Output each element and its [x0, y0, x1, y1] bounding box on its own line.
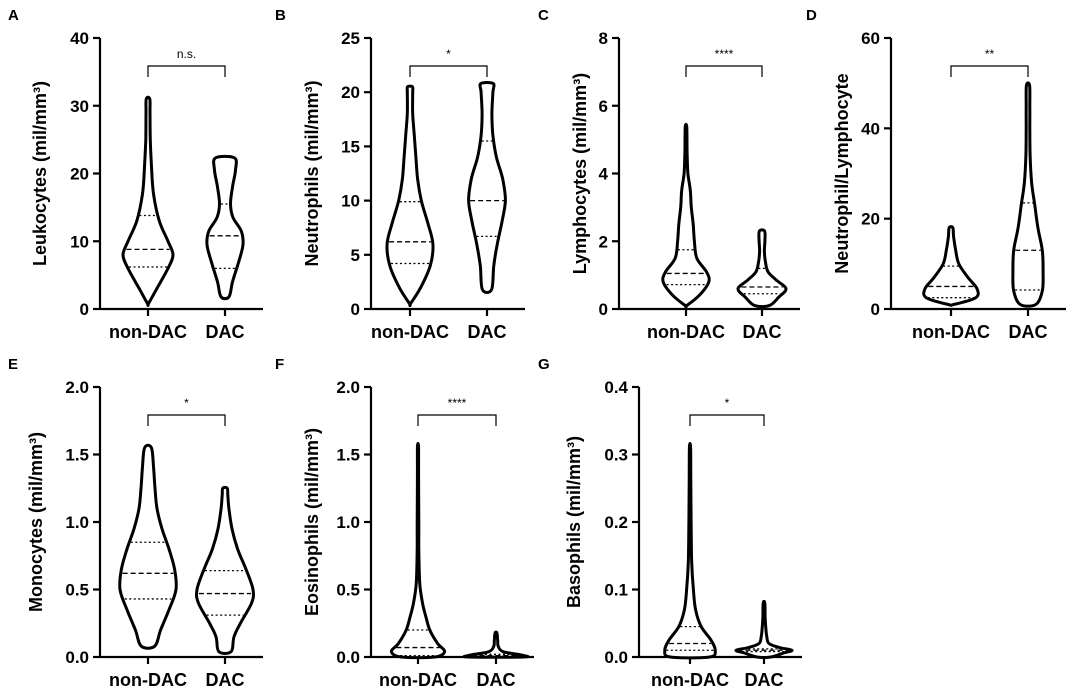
violin-non-dac [661, 122, 711, 309]
x-tick-label: DAC [745, 670, 784, 690]
significance-bracket [689, 414, 765, 426]
x-tick-label: non-DAC [109, 670, 187, 690]
y-tick-label: 0.4 [604, 378, 628, 397]
panel-e: E 0.0 0.5 1.0 1.5 2.0 non-DAC DAC Monocytes (mil… [8, 356, 263, 690]
y-axis-title: Basophils (mil/mm³) [564, 436, 584, 608]
panel-d: D 0 20 40 60 non-DAC DAC Neutrophil/Lymphocyte *… [806, 7, 1066, 342]
violin-dac [467, 80, 507, 294]
y-tick-label: 0.1 [604, 581, 628, 600]
panel-label: F [275, 356, 284, 373]
significance-bracket [147, 65, 226, 77]
violin-dac [205, 154, 245, 301]
panel-label: A [8, 7, 19, 24]
violin-non-dac [385, 84, 435, 308]
panel-label: E [8, 356, 18, 373]
x-tick-label: DAC [743, 322, 782, 342]
significance-bracket [417, 414, 497, 426]
violin-dac [734, 599, 794, 660]
y-axis-title: Lymphocytes (mil/mm³) [570, 73, 590, 274]
y-axis-title: Neutrophils (mil/mm³) [302, 80, 322, 266]
y-tick-label: 20 [70, 165, 89, 184]
panel-c: C 0 2 4 6 8 non-DAC DAC Lymphocytes (mil/mm³) ***… [538, 7, 800, 342]
y-tick-label: 4 [599, 165, 609, 184]
panel-g: G 0.0 0.1 0.2 0.3 0.4 non-DAC DAC Basophils (mil… [538, 356, 802, 690]
y-tick-label: 30 [70, 97, 89, 116]
x-tick-label: non-DAC [647, 322, 725, 342]
significance-label: * [725, 396, 730, 410]
y-tick-label: 60 [861, 29, 880, 48]
violin-dac [1011, 81, 1045, 308]
x-tick-label: non-DAC [651, 670, 729, 690]
y-tick-label: 0.0 [65, 648, 89, 667]
x-tick-label: DAC [477, 670, 516, 690]
y-tick-label: 5 [351, 246, 360, 265]
y-tick-label: 2.0 [336, 378, 360, 397]
violin-non-dac [121, 95, 175, 307]
y-tick-label: 1.0 [65, 513, 89, 532]
y-tick-label: 2 [599, 232, 608, 251]
y-tick-label: 0.2 [604, 513, 628, 532]
y-tick-label: 0 [351, 300, 360, 319]
y-tick-label: 2.0 [65, 378, 89, 397]
y-tick-label: 8 [599, 29, 608, 48]
y-axis-title: Leukocytes (mil/mm³) [30, 81, 50, 266]
y-tick-label: 25 [341, 29, 360, 48]
x-tick-label: non-DAC [912, 322, 990, 342]
y-tick-label: 40 [70, 29, 89, 48]
significance-bracket [950, 65, 1029, 77]
violin-dac [736, 228, 788, 309]
y-axis-title: Eosinophils (mil/mm³) [302, 428, 322, 616]
y-tick-label: 15 [341, 137, 360, 156]
y-tick-label: 0.0 [336, 648, 360, 667]
x-tick-label: DAC [206, 670, 245, 690]
y-tick-label: 0.0 [604, 648, 628, 667]
y-tick-label: 6 [599, 97, 608, 116]
violin-dac [462, 630, 530, 659]
x-tick-label: non-DAC [371, 322, 449, 342]
panel-label: D [806, 7, 817, 24]
y-tick-label: 0.5 [336, 581, 360, 600]
significance-bracket [685, 65, 763, 77]
y-axis-title: Monocytes (mil/mm³) [26, 432, 46, 612]
y-tick-label: 0 [871, 300, 880, 319]
y-tick-label: 10 [70, 232, 89, 251]
x-tick-label: DAC [1009, 322, 1048, 342]
panel-label: B [275, 7, 286, 24]
panel-label: G [538, 356, 550, 373]
significance-label: **** [715, 47, 734, 61]
y-tick-label: 0 [599, 300, 608, 319]
panel-f: F 0.0 0.5 1.0 1.5 2.0 non-DAC DAC Eosinophils (m… [275, 356, 534, 690]
significance-label: n.s. [177, 47, 196, 61]
x-tick-label: DAC [206, 322, 245, 342]
violin-non-dac [663, 442, 717, 660]
significance-label: * [446, 47, 451, 61]
y-tick-label: 1.5 [336, 446, 360, 465]
violin-non-dac [389, 442, 447, 660]
y-tick-label: 40 [861, 119, 880, 138]
significance-bracket [147, 414, 226, 426]
y-tick-label: 10 [341, 192, 360, 211]
y-tick-label: 1.5 [65, 446, 89, 465]
x-tick-label: non-DAC [379, 670, 457, 690]
y-axis-title: Neutrophil/Lymphocyte [832, 73, 852, 273]
significance-label: * [184, 396, 189, 410]
y-tick-label: 1.0 [336, 513, 360, 532]
panel-b: B 0 5 10 15 20 25 non-DAC DAC Neutrophils (mil/mm… [275, 7, 525, 342]
significance-label: ** [985, 47, 995, 61]
y-tick-label: 20 [861, 210, 880, 229]
violin-non-dac [922, 225, 980, 307]
x-tick-label: DAC [468, 322, 507, 342]
significance-label: **** [448, 396, 467, 410]
violin-non-dac [118, 443, 178, 650]
y-tick-label: 0 [80, 300, 89, 319]
panel-label: C [538, 7, 549, 24]
x-tick-label: non-DAC [109, 322, 187, 342]
y-tick-label: 0.5 [65, 581, 89, 600]
significance-bracket [409, 65, 488, 77]
panel-a: A 0 10 20 30 40 non-DAC DAC Leukocytes (mil/mm³)… [8, 7, 263, 342]
y-tick-label: 20 [341, 83, 360, 102]
y-tick-label: 0.3 [604, 446, 628, 465]
